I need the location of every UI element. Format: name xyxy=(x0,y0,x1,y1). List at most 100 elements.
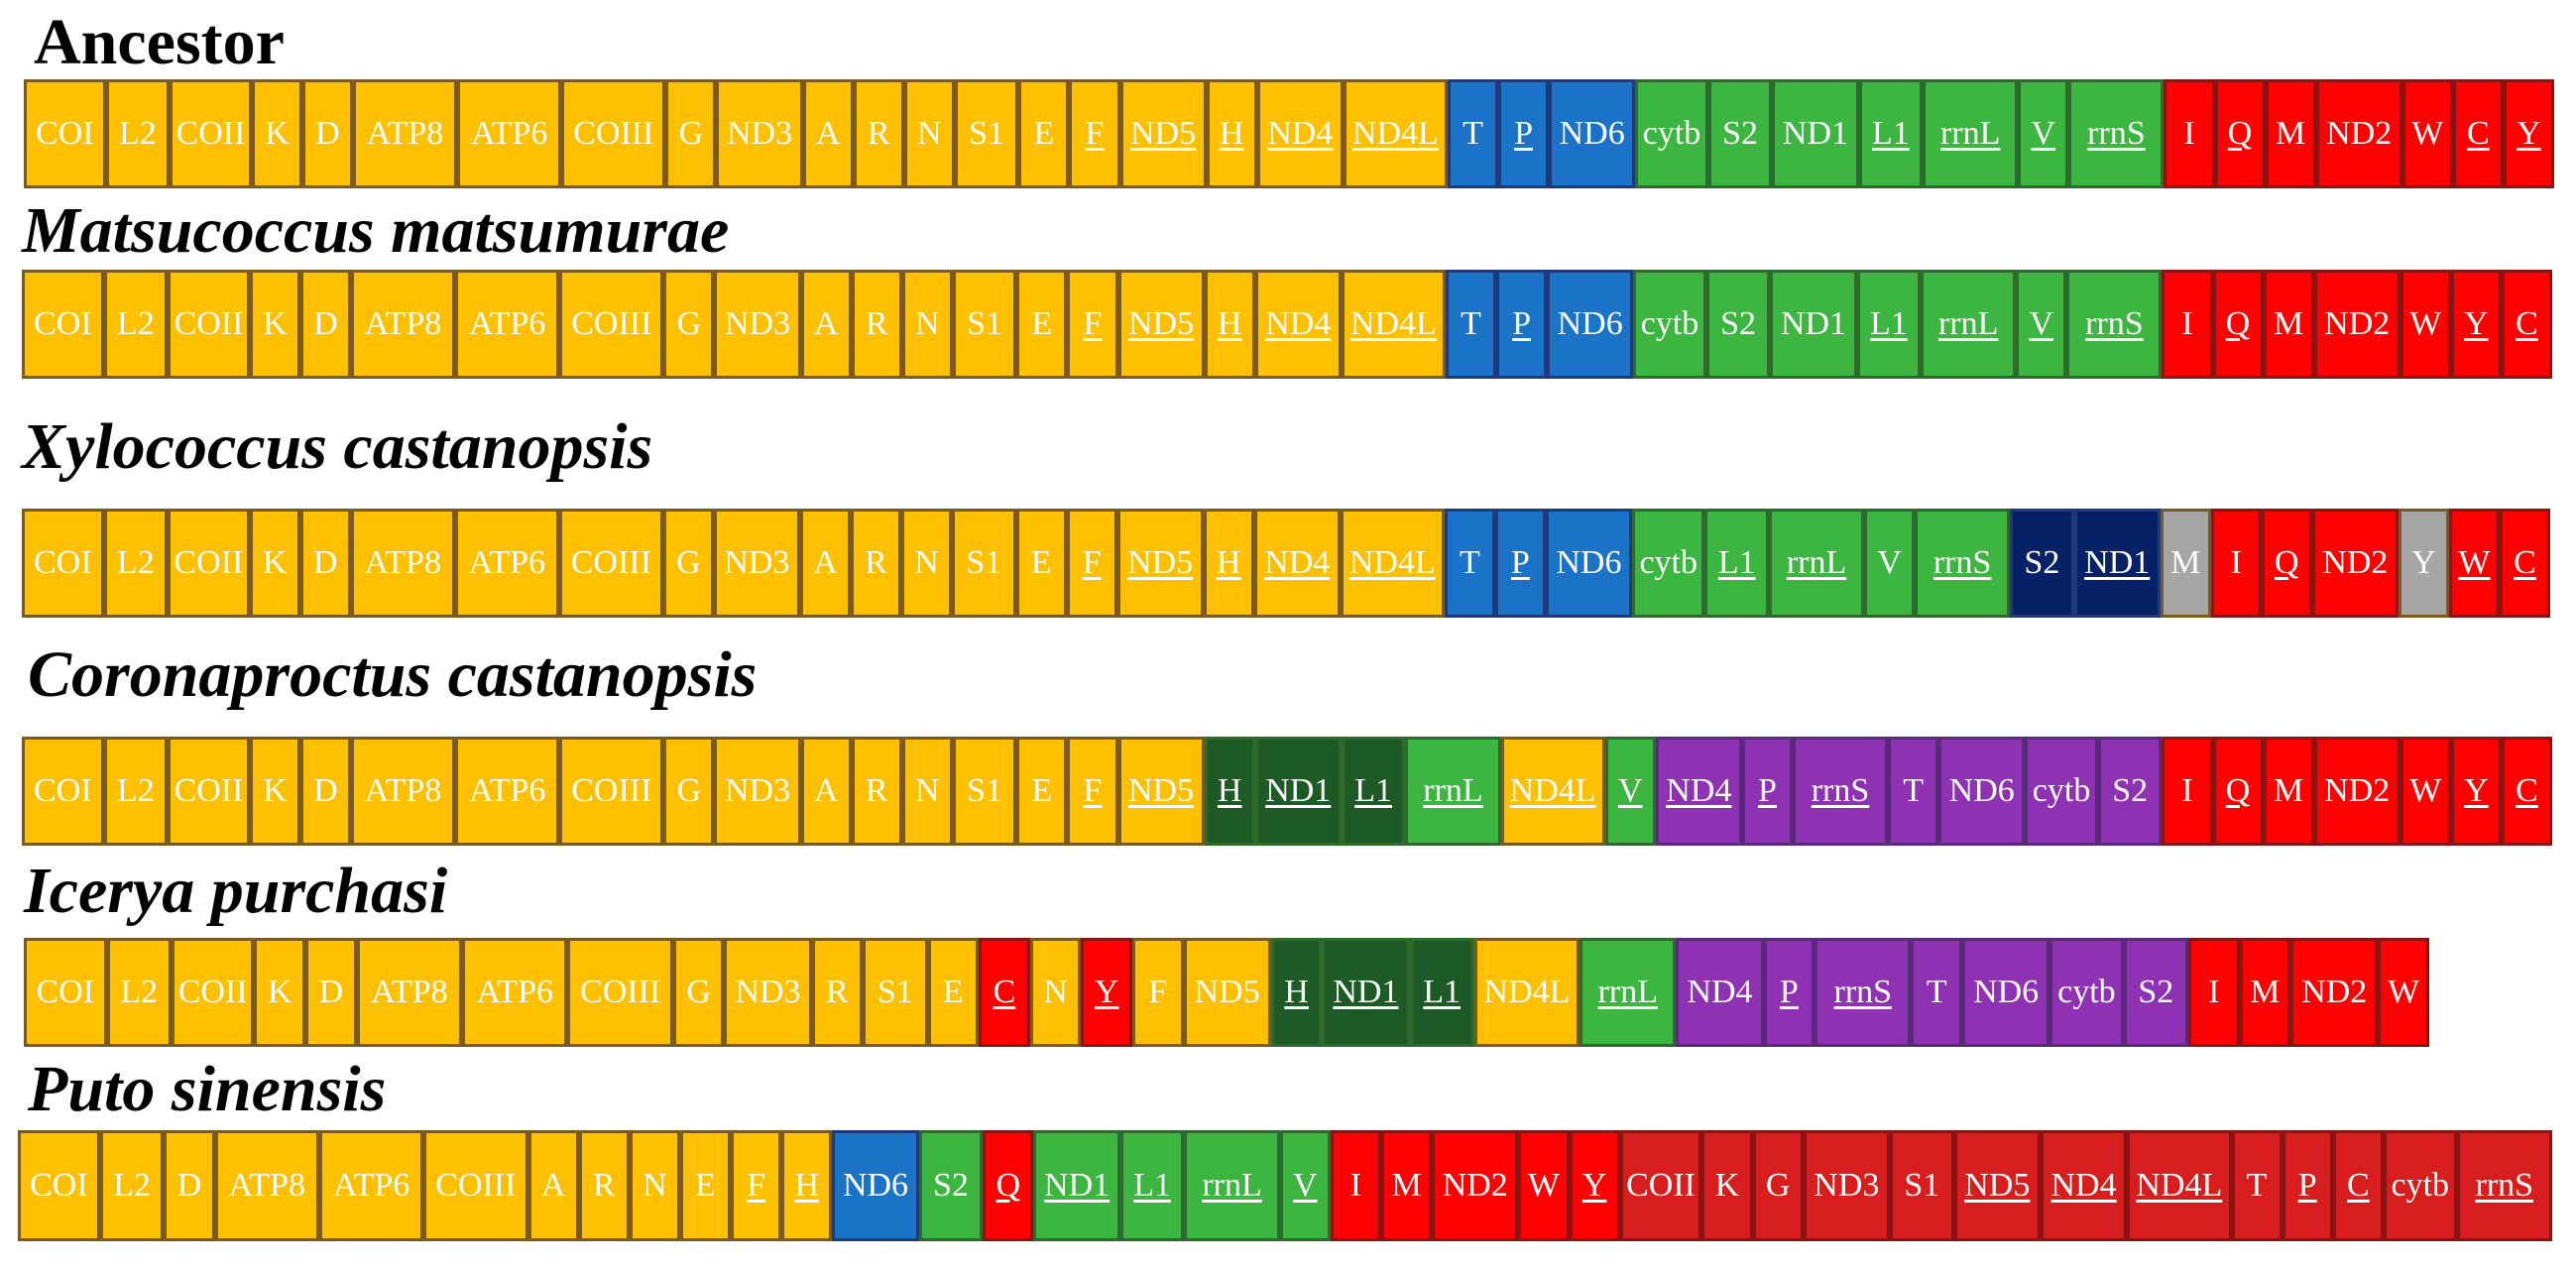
gene-g: G xyxy=(662,509,714,618)
gene-label: R xyxy=(826,974,849,1010)
gene-l1: L1 xyxy=(1856,270,1922,379)
gene-s1: S1 xyxy=(952,509,1016,618)
gene-t: T xyxy=(1447,79,1499,188)
gene-label: N xyxy=(916,115,942,152)
gene-row: COI L2 COII K D ATP8 ATP6 COIII G ND3 A R N S1 E F ND5 H N… xyxy=(22,509,2550,618)
gene-label: ATP8 xyxy=(364,305,442,342)
gene-w: W xyxy=(2400,737,2451,846)
gene-label: Y xyxy=(1581,1167,1607,1204)
gene-label: T xyxy=(1461,305,1481,342)
gene-label: L2 xyxy=(117,305,155,342)
gene-c: C xyxy=(979,938,1030,1047)
gene-h: H xyxy=(1203,509,1254,618)
gene-nd1: ND1 xyxy=(1770,270,1857,379)
gene-label: ND6 xyxy=(1973,974,2040,1010)
gene-nd4l: ND4L xyxy=(1473,938,1581,1047)
gene-label: COII xyxy=(174,544,244,581)
gene-p: P xyxy=(1494,509,1546,618)
gene-r: R xyxy=(853,79,904,188)
gene-label: ND6 xyxy=(1948,772,2015,809)
gene-h: H xyxy=(1270,938,1323,1047)
gene-label: G xyxy=(1765,1167,1791,1204)
gene-atp8: ATP8 xyxy=(356,938,463,1047)
gene-coii: COII xyxy=(168,509,250,618)
gene-d: D xyxy=(164,1130,215,1241)
gene-r: R xyxy=(851,737,902,846)
gene-label: ND4 xyxy=(1264,544,1331,581)
gene-label: ND1 xyxy=(1780,305,1847,342)
gene-d: D xyxy=(299,270,351,379)
gene-nd3: ND3 xyxy=(716,79,803,188)
gene-label: C xyxy=(2514,544,2536,581)
gene-label: G xyxy=(676,772,702,809)
gene-label: S2 xyxy=(2112,772,2149,809)
gene-label: T xyxy=(1903,772,1925,809)
gene-label: ATP8 xyxy=(366,115,444,152)
gene-label: COIII xyxy=(571,772,652,809)
gene-label: COI xyxy=(34,305,92,342)
gene-cytb: cytb xyxy=(1633,270,1706,379)
gene-label: R xyxy=(867,115,890,152)
gene-nd1: ND1 xyxy=(1033,1130,1120,1241)
gene-label: D xyxy=(315,115,340,152)
gene-label: A xyxy=(813,544,838,581)
gene-label: rrnL xyxy=(1423,772,1483,809)
gene-label: D xyxy=(313,772,338,809)
gene-s2: S2 xyxy=(2010,509,2074,618)
gene-coi: COI xyxy=(24,938,107,1047)
gene-v: V xyxy=(1279,1130,1331,1241)
gene-coi: COI xyxy=(24,79,106,188)
gene-n: N xyxy=(1029,938,1082,1047)
gene-g: G xyxy=(672,938,725,1047)
gene-label: K xyxy=(1714,1167,1740,1204)
gene-g: G xyxy=(663,270,715,379)
gene-atp6: ATP6 xyxy=(457,79,562,188)
gene-y: Y xyxy=(2398,509,2449,618)
gene-nd2: ND2 xyxy=(2311,509,2399,618)
gene-h: H xyxy=(1204,270,1255,379)
gene-label: P xyxy=(1514,115,1534,152)
gene-label: COIII xyxy=(573,115,654,152)
gene-label: S1 xyxy=(969,115,1005,152)
gene-label: F xyxy=(747,1167,766,1204)
gene-label: COI xyxy=(36,974,95,1010)
gene-label: N xyxy=(643,1167,667,1204)
gene-label: E xyxy=(695,1167,716,1204)
gene-label: ATP6 xyxy=(332,1167,410,1204)
gene-nd5: ND5 xyxy=(1117,737,1205,846)
gene-m: M xyxy=(2265,79,2316,188)
gene-label: COI xyxy=(34,772,92,809)
gene-y: Y xyxy=(2503,79,2554,188)
gene-label: I xyxy=(2181,305,2193,342)
gene-label: K xyxy=(265,115,290,152)
gene-label: ATP8 xyxy=(371,974,448,1010)
gene-label: L2 xyxy=(116,544,155,581)
gene-i: I xyxy=(2162,737,2213,846)
gene-label: ND3 xyxy=(724,544,790,581)
gene-e: E xyxy=(927,938,980,1047)
gene-d: D xyxy=(305,938,357,1047)
gene-coiii: COIII xyxy=(559,737,664,846)
gene-label: F xyxy=(1083,305,1103,342)
gene-label: ND6 xyxy=(842,1167,909,1204)
gene-label: M xyxy=(2250,974,2281,1010)
gene-nd5: ND5 xyxy=(1117,270,1205,379)
gene-label: Q xyxy=(2225,305,2251,342)
gene-label: A xyxy=(815,115,841,152)
gene-s1: S1 xyxy=(952,737,1017,846)
gene-label: L1 xyxy=(1423,974,1462,1010)
gene-l2: L2 xyxy=(99,1130,165,1241)
gene-label: ATP6 xyxy=(470,115,548,152)
gene-label: ND4 xyxy=(1267,115,1334,152)
gene-l2: L2 xyxy=(106,938,172,1047)
gene-i: I xyxy=(2164,79,2215,188)
gene-m: M xyxy=(1380,1130,1433,1241)
gene-label: ND2 xyxy=(2322,544,2389,581)
gene-label: G xyxy=(686,974,711,1010)
gene-label: W xyxy=(1527,1167,1560,1204)
gene-r: R xyxy=(851,270,902,379)
gene-label: I xyxy=(2208,974,2220,1010)
gene-label: I xyxy=(2183,115,2195,152)
gene-nd5: ND5 xyxy=(1116,509,1204,618)
gene-nd2: ND2 xyxy=(2290,938,2379,1047)
